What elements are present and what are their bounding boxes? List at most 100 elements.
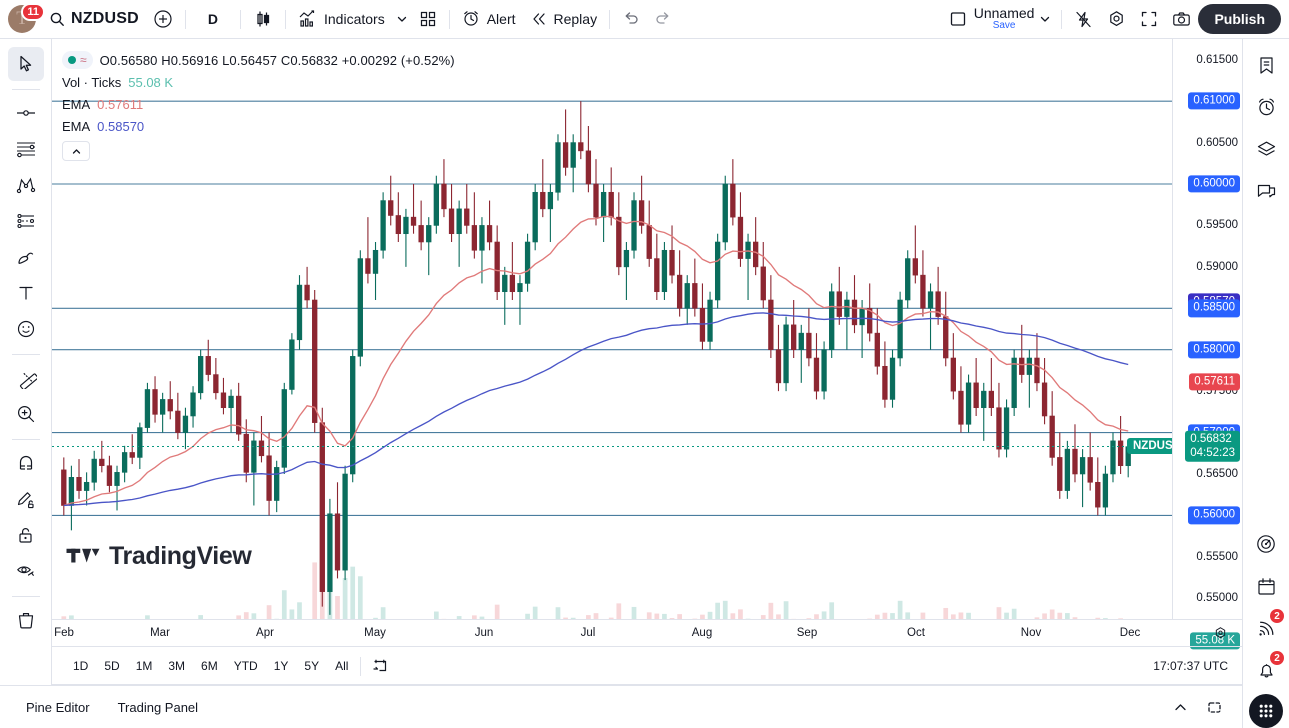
brush-icon[interactable] xyxy=(8,240,44,274)
add-symbol-button[interactable] xyxy=(146,4,180,34)
camera-icon xyxy=(1172,10,1191,29)
price-plot xyxy=(52,100,1172,619)
remove-drawings-icon[interactable] xyxy=(8,603,44,637)
legend-collapse-button[interactable] xyxy=(62,141,90,161)
layout-name-button[interactable]: Unnamed Save xyxy=(974,6,1035,31)
panel-collapse-button[interactable] xyxy=(1166,694,1194,720)
range-button-1d[interactable]: 1D xyxy=(73,659,89,673)
undo-button[interactable] xyxy=(615,4,647,34)
legend-main-row[interactable]: ≈ O0.56580 H0.56916 L0.56457 C0.56832 +0… xyxy=(62,49,455,71)
broadcast-icon[interactable]: 2 xyxy=(1248,608,1285,646)
time-tick-label: Dec xyxy=(1119,627,1141,639)
price-tick-label: 0.56500 xyxy=(1196,468,1238,480)
price-tick-label: 0.55500 xyxy=(1196,550,1238,563)
lock-drawings-icon[interactable] xyxy=(8,518,44,552)
fib-retracement-icon[interactable] xyxy=(8,132,44,166)
hide-drawings-icon[interactable] xyxy=(8,554,44,588)
replay-button[interactable]: Replay xyxy=(523,4,605,34)
price-tick-label: 0.59500 xyxy=(1196,219,1238,232)
publish-button[interactable]: Publish xyxy=(1198,4,1281,34)
range-button-all[interactable]: All xyxy=(335,659,349,673)
range-button-5d[interactable]: 5D xyxy=(104,659,120,673)
range-button-5y[interactable]: 5Y xyxy=(304,659,320,673)
layout-dropdown[interactable] xyxy=(1034,4,1056,34)
templates-button[interactable] xyxy=(412,4,444,34)
current-price-tag[interactable]: 0.56832 04:52:23 xyxy=(1185,431,1240,462)
price-axis-tag[interactable]: 0.58000 xyxy=(1188,341,1240,359)
notifications-badge: 2 xyxy=(1269,650,1285,666)
timezone-settings-button[interactable] xyxy=(1213,626,1228,641)
legend-ema-slow-row[interactable]: EMA 0.58570 xyxy=(62,115,455,137)
symbol-search[interactable]: NZDUSD xyxy=(42,4,146,34)
calendar-icon[interactable] xyxy=(1248,568,1284,604)
right-sidebar: 2 2 xyxy=(1242,39,1289,728)
tab-pine-editor[interactable]: Pine Editor xyxy=(26,699,90,715)
zoom-in-icon[interactable] xyxy=(8,397,44,431)
cursor-icon[interactable] xyxy=(7,47,44,81)
single-layout-icon xyxy=(949,10,967,28)
notifications-bell-icon[interactable]: 2 xyxy=(1248,650,1285,688)
chart-container[interactable]: TradingView NZDUSD ≈ O0.56580 H0.56916 L… xyxy=(52,39,1242,685)
volume-axis-tag[interactable]: 55.08 K xyxy=(1190,632,1240,650)
range-button-1y[interactable]: 1Y xyxy=(273,659,289,673)
avatar-badge: 11 xyxy=(21,3,45,21)
chart-style-button[interactable] xyxy=(246,4,280,34)
price-tick-label: 0.55000 xyxy=(1196,592,1238,605)
chart-canvas[interactable]: TradingView NZDUSD xyxy=(52,39,1172,619)
range-button-3m[interactable]: 3M xyxy=(168,659,186,673)
legend-ema-slow-label: EMA xyxy=(62,118,91,134)
alerts-clock-icon[interactable] xyxy=(1248,89,1284,125)
magnet-icon[interactable] xyxy=(8,446,44,480)
legend-ema-fast-row[interactable]: EMA 0.57611 xyxy=(62,93,455,115)
measure-ruler-icon[interactable] xyxy=(8,361,44,395)
timeframe-button[interactable]: D xyxy=(191,4,235,34)
range-button-ytd[interactable]: YTD xyxy=(233,659,258,673)
pitchfork-icon[interactable] xyxy=(8,168,44,202)
drawing-mode-icon[interactable] xyxy=(8,482,44,516)
search-icon xyxy=(49,11,65,27)
data-window-icon[interactable] xyxy=(1248,131,1284,167)
indicators-button[interactable]: Indicators xyxy=(291,4,392,34)
range-button-6m[interactable]: 6M xyxy=(201,659,218,673)
price-tick-label: 0.59000 xyxy=(1196,260,1238,273)
price-axis-tag[interactable]: 0.56000 xyxy=(1188,506,1240,525)
gann-box-icon[interactable] xyxy=(8,204,44,238)
watchlist-icon[interactable] xyxy=(1248,47,1284,83)
settings-button[interactable] xyxy=(1100,4,1133,34)
price-axis-tag[interactable]: 0.61000 xyxy=(1188,92,1240,110)
user-avatar[interactable]: T 11 xyxy=(8,3,45,34)
utc-clock[interactable]: 17:07:37 UTC xyxy=(1153,659,1228,673)
time-tick-label: Sep xyxy=(796,627,818,639)
range-button-1m[interactable]: 1M xyxy=(135,659,153,673)
tab-trading-panel[interactable]: Trading Panel xyxy=(117,699,199,715)
layout-select-button[interactable] xyxy=(942,4,974,34)
text-icon[interactable] xyxy=(8,276,44,310)
legend-volume-label: Vol · Ticks xyxy=(62,74,122,90)
chat-icon[interactable] xyxy=(1248,173,1284,209)
alert-button[interactable]: Alert xyxy=(455,4,523,34)
indicators-dropdown[interactable] xyxy=(392,4,412,34)
legend-badges: ≈ xyxy=(62,51,93,69)
redo-button[interactable] xyxy=(647,4,679,34)
price-axis[interactable]: 0.61500 0.61000 0.60500 0.60000 0.59500 0.590… xyxy=(1172,39,1242,650)
quick-search-button[interactable] xyxy=(1067,4,1100,34)
legend-volume-row[interactable]: Vol · Ticks 55.08 K xyxy=(62,71,455,93)
bottom-panel-bar: Pine Editor Trading Panel xyxy=(0,685,1242,728)
snapshot-button[interactable] xyxy=(1165,4,1198,34)
indicators-label: Indicators xyxy=(324,11,385,27)
goto-date-button[interactable] xyxy=(366,653,394,679)
ideas-stream-icon[interactable] xyxy=(1248,526,1284,562)
price-axis-tag[interactable]: 0.60000 xyxy=(1188,175,1240,193)
undo-icon xyxy=(622,10,640,28)
layout-save-link[interactable]: Save xyxy=(992,20,1016,32)
legend-ema-fast-value: 0.57611 xyxy=(97,96,144,112)
trend-line-icon[interactable] xyxy=(8,96,44,130)
lightning-slash-icon xyxy=(1074,10,1093,29)
emoji-icon[interactable] xyxy=(8,312,44,346)
price-axis-tag[interactable]: 0.57611 xyxy=(1189,373,1240,391)
panel-maximize-button[interactable] xyxy=(1200,694,1228,720)
apps-grid-icon[interactable] xyxy=(1249,694,1283,728)
fullscreen-button[interactable] xyxy=(1133,4,1165,34)
time-axis[interactable]: Feb Mar Apr May Jun Jul Aug Sep Oct Nov Dec xyxy=(52,619,1242,647)
price-axis-tag[interactable]: 0.58500 xyxy=(1188,299,1240,317)
